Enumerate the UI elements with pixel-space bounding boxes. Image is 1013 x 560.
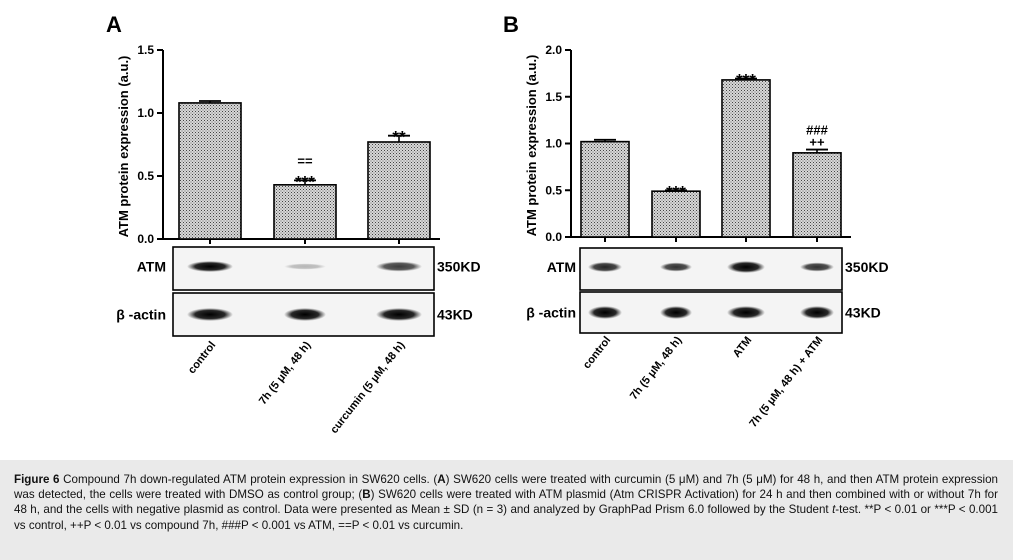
caption-t-italic: t xyxy=(832,503,836,517)
bar xyxy=(792,152,842,238)
panel-b-chart: ATM protein expression (a.u.) 0.0 0.5 1.0 1.… xyxy=(524,43,889,430)
blot-row-label: ATM xyxy=(137,259,166,275)
atm-band xyxy=(187,261,233,272)
blot-row-label: β -actin xyxy=(116,307,166,323)
y-axis-label: ATM protein expression (a.u.) xyxy=(524,55,539,237)
bar xyxy=(178,102,242,240)
y-axis-label: ATM protein expression (a.u.) xyxy=(116,56,131,238)
blot-size-label: 43KD xyxy=(845,305,881,321)
actin-band xyxy=(660,306,692,319)
caption-rest: -test. **P < 0.01 or ***P < 0.001 vs con… xyxy=(14,503,998,532)
actin-band xyxy=(727,306,765,319)
y-tick-label: 0.0 xyxy=(137,232,154,246)
actin-blot-panel xyxy=(579,291,843,334)
bar xyxy=(721,79,771,238)
category-label: ATM xyxy=(731,334,755,360)
bar xyxy=(273,184,337,240)
atm-band xyxy=(727,261,765,273)
figure-caption: Figure 6 Compound 7h down-regulated ATM … xyxy=(14,472,998,533)
panel-b-letter: B xyxy=(503,12,519,37)
y-tick-label: 2.0 xyxy=(545,43,562,57)
y-tick-label: 0.5 xyxy=(137,169,154,183)
caption-b-label: B xyxy=(362,488,371,502)
caption-figure-label: Figure 6 xyxy=(14,473,60,486)
panel-a-chart: ATM protein expression (a.u.) 0.0 0.5 1.0 1.… xyxy=(116,43,481,436)
atm-band xyxy=(588,262,622,272)
atm-blot-panel xyxy=(579,247,843,291)
significance-label: == xyxy=(297,153,313,168)
actin-band xyxy=(376,308,422,321)
caption-background xyxy=(0,460,1013,560)
actin-band xyxy=(187,308,233,321)
atm-band xyxy=(660,262,692,272)
actin-band xyxy=(284,308,326,321)
actin-band xyxy=(588,306,622,319)
y-tick-label: 1.0 xyxy=(137,106,154,120)
blot-size-label: 350KD xyxy=(437,259,481,275)
atm-band xyxy=(800,262,834,272)
significance-label: *** xyxy=(736,71,756,90)
actin-band xyxy=(800,306,834,319)
blot-row-label: β -actin xyxy=(526,305,576,321)
bar xyxy=(367,141,431,240)
blot-size-label: 43KD xyxy=(437,307,473,323)
bar xyxy=(580,140,630,238)
panel-a-letter: A xyxy=(106,12,122,37)
significance-label: ### xyxy=(806,123,828,138)
category-label: 7h (5 μM, 48 h) xyxy=(257,339,314,407)
blot-size-label: 350KD xyxy=(845,259,889,275)
significance-label: *** xyxy=(295,172,315,191)
category-label: control xyxy=(581,334,613,371)
y-tick-label: 0.0 xyxy=(545,230,562,244)
category-label: 7h (5 μM, 48 h) xyxy=(628,334,685,402)
y-tick-label: 1.0 xyxy=(545,137,562,151)
category-label: control xyxy=(186,339,218,376)
category-label: curcumin (5 μM, 48 h) xyxy=(328,339,407,436)
atm-band xyxy=(284,263,326,270)
y-tick-label: 0.5 xyxy=(545,183,562,197)
significance-label: ++ xyxy=(809,135,825,150)
caption-a-label: A xyxy=(437,473,446,486)
category-label: 7h (5 μM, 48 h) + ATM xyxy=(747,334,825,429)
caption-title: Compound 7h down-regulated ATM protein e… xyxy=(63,473,438,486)
figure-canvas: A B ATM protein expression (a.u.) 0.0 0.5 1… xyxy=(106,12,889,436)
caption-a-text: ) SW620 cells were treated with curcumin… xyxy=(14,473,998,502)
blot-row-label: ATM xyxy=(547,259,576,275)
y-tick-label: 1.5 xyxy=(137,43,154,57)
atm-band xyxy=(376,261,422,272)
caption-b-text: ) SW620 cells were treated with ATM plas… xyxy=(14,488,998,517)
y-tick-label: 1.5 xyxy=(545,90,562,104)
significance-label: ** xyxy=(392,128,406,147)
significance-label: *** xyxy=(666,182,686,201)
